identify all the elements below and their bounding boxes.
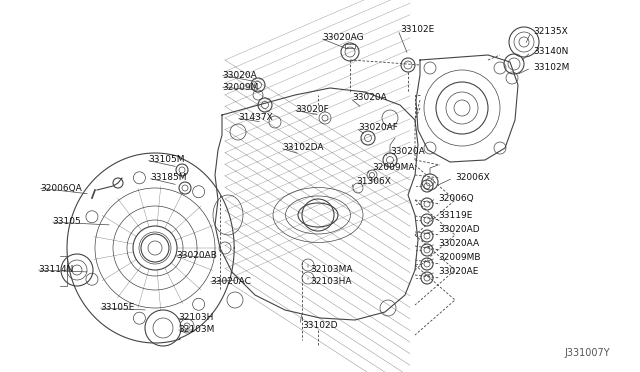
Text: 33020F: 33020F: [295, 106, 329, 115]
Text: 33114N: 33114N: [38, 266, 74, 275]
Text: 33102D: 33102D: [302, 321, 337, 330]
Text: 33185M: 33185M: [150, 173, 186, 183]
Text: 33102E: 33102E: [400, 26, 435, 35]
Text: 33020AB: 33020AB: [176, 250, 217, 260]
Text: 33140N: 33140N: [533, 48, 568, 57]
Text: 32135X: 32135X: [533, 28, 568, 36]
Text: 33020AG: 33020AG: [322, 33, 364, 42]
Text: 31437X: 31437X: [238, 113, 273, 122]
Text: 32103H: 32103H: [178, 314, 213, 323]
Text: 33105E: 33105E: [100, 304, 134, 312]
Text: 33020A: 33020A: [352, 93, 387, 103]
Text: 33020AA: 33020AA: [438, 240, 479, 248]
Text: 32006Q: 32006Q: [438, 193, 474, 202]
Text: 32009M: 32009M: [222, 83, 259, 92]
Text: J331007Y: J331007Y: [564, 348, 610, 358]
Text: 31306X: 31306X: [356, 177, 391, 186]
Text: 32103M: 32103M: [178, 326, 214, 334]
Text: 32009MB: 32009MB: [438, 253, 481, 263]
Text: 33020A: 33020A: [222, 71, 257, 80]
Text: 33105: 33105: [52, 218, 81, 227]
Text: 33020AF: 33020AF: [358, 124, 398, 132]
Text: 33020AC: 33020AC: [210, 278, 251, 286]
Text: 33020AE: 33020AE: [438, 267, 478, 276]
Text: 32006QA: 32006QA: [40, 183, 82, 192]
Text: 33020A: 33020A: [390, 148, 425, 157]
Text: 33119E: 33119E: [438, 211, 472, 219]
Text: 33105M: 33105M: [148, 155, 184, 164]
Text: 32103HA: 32103HA: [310, 278, 351, 286]
Text: 33102DA: 33102DA: [282, 144, 323, 153]
Text: 33102M: 33102M: [533, 64, 570, 73]
Text: 32009MA: 32009MA: [372, 164, 415, 173]
Text: 32103MA: 32103MA: [310, 266, 353, 275]
Text: 32006X: 32006X: [455, 173, 490, 183]
Text: 33020AD: 33020AD: [438, 225, 479, 234]
